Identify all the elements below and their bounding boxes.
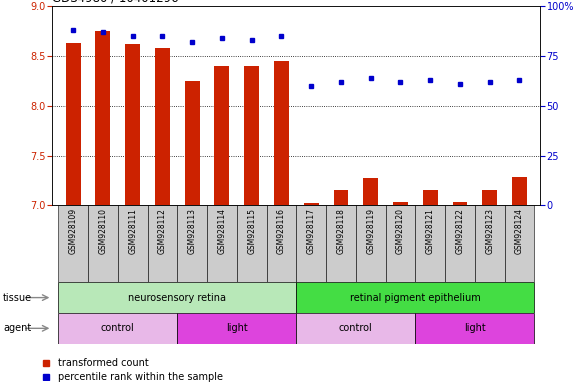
Bar xyxy=(393,202,408,205)
Text: GSM928115: GSM928115 xyxy=(247,208,256,254)
Bar xyxy=(267,205,296,282)
Bar xyxy=(453,202,468,205)
Text: GSM928123: GSM928123 xyxy=(485,208,494,254)
Bar xyxy=(505,205,535,282)
Text: GSM928113: GSM928113 xyxy=(188,208,196,254)
Bar xyxy=(125,44,140,205)
Bar xyxy=(148,205,177,282)
Text: transformed count: transformed count xyxy=(58,358,149,368)
Text: light: light xyxy=(226,323,248,333)
Bar xyxy=(177,313,296,344)
Bar xyxy=(237,205,267,282)
Bar xyxy=(214,66,229,205)
Text: agent: agent xyxy=(3,323,31,333)
Bar xyxy=(244,66,259,205)
Text: GSM928120: GSM928120 xyxy=(396,208,405,254)
Bar xyxy=(356,205,386,282)
Bar xyxy=(512,177,527,205)
Bar xyxy=(296,205,326,282)
Text: tissue: tissue xyxy=(3,293,32,303)
Text: GSM928109: GSM928109 xyxy=(69,208,78,254)
Bar xyxy=(207,205,237,282)
Text: retinal pigment epithelium: retinal pigment epithelium xyxy=(350,293,480,303)
Text: GSM928122: GSM928122 xyxy=(456,208,464,253)
Text: control: control xyxy=(101,323,135,333)
Bar xyxy=(155,48,170,205)
Text: light: light xyxy=(464,323,486,333)
Bar xyxy=(185,81,200,205)
Bar xyxy=(415,313,535,344)
Text: GSM928124: GSM928124 xyxy=(515,208,524,254)
Bar xyxy=(445,205,475,282)
Bar xyxy=(415,205,445,282)
Text: GSM928121: GSM928121 xyxy=(426,208,435,253)
Bar xyxy=(363,179,378,205)
Bar xyxy=(88,205,118,282)
Text: GDS4980 / 10401296: GDS4980 / 10401296 xyxy=(52,0,179,5)
Text: GSM928116: GSM928116 xyxy=(277,208,286,254)
Bar xyxy=(274,61,289,205)
Text: GSM928117: GSM928117 xyxy=(307,208,315,254)
Bar xyxy=(482,190,497,205)
Bar xyxy=(66,43,81,205)
Bar xyxy=(296,282,535,313)
Text: control: control xyxy=(339,323,372,333)
Bar xyxy=(326,205,356,282)
Bar xyxy=(118,205,148,282)
Text: GSM928114: GSM928114 xyxy=(217,208,227,254)
Bar xyxy=(423,190,437,205)
Bar xyxy=(58,205,88,282)
Text: GSM928111: GSM928111 xyxy=(128,208,137,253)
Bar xyxy=(177,205,207,282)
Bar xyxy=(296,313,415,344)
Text: percentile rank within the sample: percentile rank within the sample xyxy=(58,372,223,382)
Bar xyxy=(95,31,110,205)
Bar xyxy=(304,204,318,205)
Text: GSM928110: GSM928110 xyxy=(98,208,107,254)
Bar xyxy=(58,313,177,344)
Bar xyxy=(386,205,415,282)
Bar xyxy=(475,205,505,282)
Text: neurosensory retina: neurosensory retina xyxy=(128,293,226,303)
Text: GSM928112: GSM928112 xyxy=(158,208,167,253)
Bar xyxy=(333,190,349,205)
Text: GSM928119: GSM928119 xyxy=(366,208,375,254)
Bar xyxy=(58,282,296,313)
Text: GSM928118: GSM928118 xyxy=(336,208,346,253)
